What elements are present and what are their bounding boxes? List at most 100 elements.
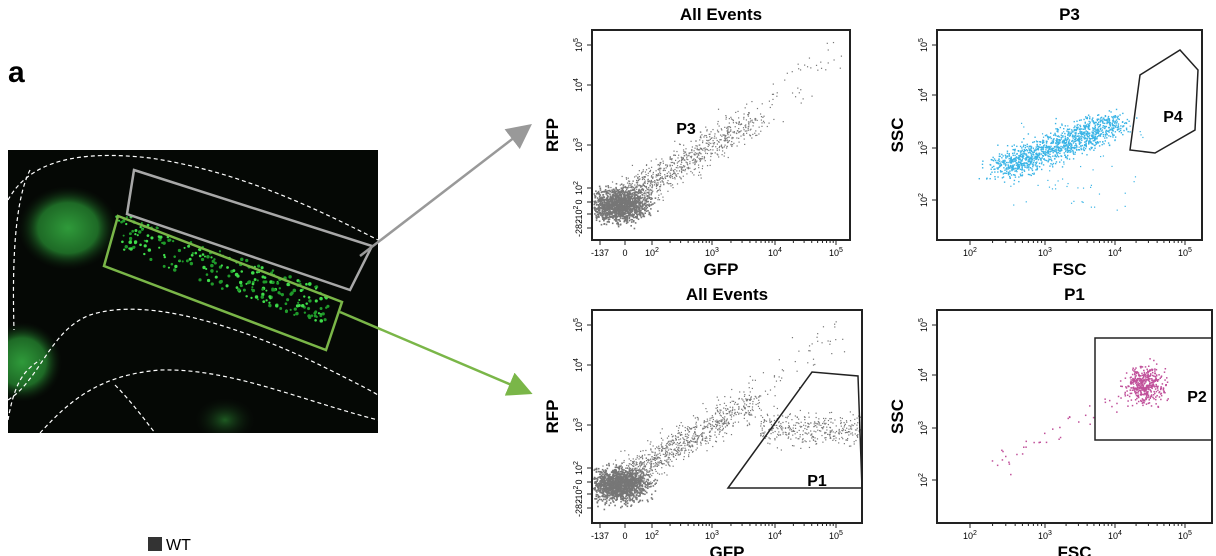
event-dot xyxy=(654,483,656,486)
event-dot xyxy=(614,191,617,193)
event-dot xyxy=(1116,209,1118,211)
event-dot xyxy=(1098,118,1100,120)
event-dot xyxy=(689,162,691,165)
event-dot xyxy=(681,169,683,171)
gate xyxy=(1129,49,1199,154)
event-dot xyxy=(659,174,661,176)
event-dot xyxy=(993,158,996,160)
event-dot xyxy=(641,489,643,491)
event-dot xyxy=(649,181,651,183)
event-dot xyxy=(1099,123,1102,126)
event-dot xyxy=(608,215,611,218)
event-dot xyxy=(636,195,639,197)
event-dot xyxy=(1088,148,1091,150)
event-dot xyxy=(650,189,652,192)
event-dot xyxy=(754,132,756,134)
event-dot xyxy=(629,489,632,491)
event-dot xyxy=(1060,138,1063,140)
event-dot xyxy=(1023,150,1025,153)
event-dot xyxy=(716,149,718,152)
event-dot xyxy=(624,211,626,214)
event-dot xyxy=(714,152,716,154)
event-dot xyxy=(638,485,641,488)
spot xyxy=(280,293,284,297)
event-dot xyxy=(687,158,689,161)
event-dot xyxy=(658,179,661,181)
event-dot xyxy=(1035,140,1038,142)
event-dot xyxy=(719,139,721,141)
event-dot xyxy=(709,138,711,141)
event-dot xyxy=(826,42,828,44)
event-dot xyxy=(631,498,633,501)
event-dot xyxy=(1079,131,1081,133)
tick-exp: 5 xyxy=(1188,247,1192,254)
spot xyxy=(200,257,205,262)
event-dot xyxy=(611,212,613,214)
event-dot xyxy=(1050,158,1052,160)
event-dot xyxy=(753,122,755,124)
event-dot xyxy=(1041,133,1044,135)
event-dot xyxy=(656,179,658,181)
event-dot xyxy=(640,186,642,188)
event-dot xyxy=(1097,128,1099,130)
event-dot xyxy=(1090,206,1092,208)
event-dot xyxy=(610,197,613,199)
event-dot xyxy=(1035,153,1038,155)
spot xyxy=(269,297,272,300)
event-dot xyxy=(634,193,637,195)
event-dot xyxy=(624,201,627,203)
spot xyxy=(190,253,194,257)
event-dot xyxy=(704,134,706,137)
event-dot xyxy=(608,493,611,495)
y-axis-label: SSC xyxy=(888,118,907,153)
tick-base: 10 xyxy=(768,248,778,258)
event-dot xyxy=(1067,146,1070,149)
event-dot xyxy=(610,213,612,216)
event-dot xyxy=(1075,148,1078,150)
event-dot xyxy=(645,210,648,213)
event-dot xyxy=(649,180,651,182)
event-dot xyxy=(600,474,603,477)
event-dot xyxy=(704,160,706,162)
event-dot xyxy=(1063,146,1066,148)
event-dot xyxy=(655,185,658,187)
spot xyxy=(162,264,166,268)
event-dot xyxy=(671,159,673,161)
spot xyxy=(284,309,289,314)
event-dot xyxy=(1042,140,1045,142)
event-dot xyxy=(1124,192,1126,194)
event-dot xyxy=(681,166,684,168)
event-dot xyxy=(630,214,633,217)
event-dot xyxy=(641,178,644,181)
event-dot xyxy=(633,192,635,194)
event-dot xyxy=(607,489,610,491)
event-dot xyxy=(739,131,741,133)
event-dot xyxy=(643,192,645,195)
spot xyxy=(171,239,175,243)
event-dot xyxy=(597,199,599,202)
event-dot xyxy=(1098,134,1100,137)
spot xyxy=(205,273,209,276)
event-dot xyxy=(685,148,687,150)
event-dot xyxy=(1092,127,1094,129)
event-dot xyxy=(645,169,648,171)
event-dot xyxy=(1106,137,1108,139)
event-dot xyxy=(1060,148,1062,150)
tick-label: 103 xyxy=(918,141,929,155)
event-dot xyxy=(1084,127,1086,130)
spot xyxy=(289,292,293,296)
event-dot xyxy=(1055,150,1058,152)
event-dot xyxy=(1094,144,1096,147)
event-dot xyxy=(1106,121,1108,124)
event-dot xyxy=(1045,141,1048,143)
event-dot xyxy=(680,163,682,165)
event-dot xyxy=(760,116,763,118)
event-dot xyxy=(612,215,615,218)
event-dot xyxy=(646,204,649,206)
event-dot xyxy=(986,177,988,179)
event-dot xyxy=(621,466,623,468)
event-dot xyxy=(593,203,596,206)
event-dot xyxy=(1096,131,1099,133)
spot xyxy=(258,271,261,274)
event-dot xyxy=(1037,149,1040,151)
